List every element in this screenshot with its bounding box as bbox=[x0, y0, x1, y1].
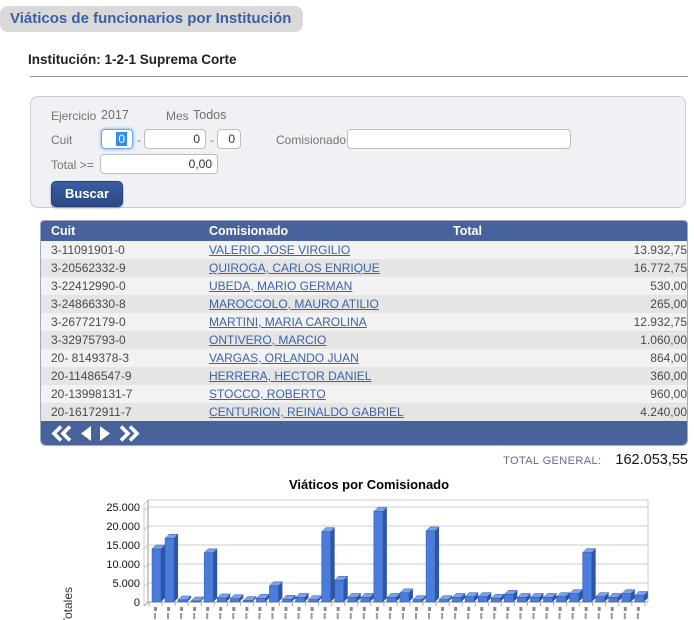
comisionado-link[interactable]: CENTURION, REINALDO GABRIEL bbox=[209, 405, 404, 419]
institution-heading: Institución: 1-2-1 Suprema Corte bbox=[28, 52, 237, 67]
comisionado-cell: MARTINI, MARIA CAROLINA bbox=[199, 313, 443, 331]
results-table: Cuit Comisionado Total 3-11091901-0 VALER… bbox=[40, 220, 688, 446]
cuit-cell: 3-11091901-0 bbox=[41, 241, 199, 259]
svg-text:25.000: 25.000 bbox=[106, 502, 140, 514]
cuit-input-3[interactable] bbox=[217, 129, 241, 149]
svg-text:15.000: 15.000 bbox=[106, 540, 140, 552]
svg-text:10.000: 10.000 bbox=[106, 559, 140, 571]
cuit-cell: 3-26772179-0 bbox=[41, 313, 199, 331]
svg-text:0: 0 bbox=[134, 597, 140, 609]
comisionado-link[interactable]: ONTIVERO, MARCIO bbox=[209, 333, 326, 347]
table-row: 3-20562332-9 QUIROGA, CARLOS ENRIQUE 16.77… bbox=[41, 259, 687, 277]
table-row: 20-13998131-7 STOCCO, ROBERTO 960,00 bbox=[41, 385, 687, 403]
first-page-button[interactable] bbox=[51, 425, 72, 442]
filter-panel: Ejercicio 2017 Mes Todos Cuit 0 - - Comi… bbox=[30, 96, 686, 208]
comisionado-label: Comisionado bbox=[276, 133, 346, 147]
viaticos-bar-chart: 0 5.000 10.000 15.000 20.000 25.000 Totales bbox=[0, 490, 694, 620]
header-total: Total bbox=[443, 221, 687, 241]
cuit-input-2[interactable] bbox=[144, 129, 206, 149]
chart-ylabel: Totales bbox=[61, 587, 75, 620]
header-cuit: Cuit bbox=[41, 221, 199, 241]
last-page-button[interactable] bbox=[119, 425, 140, 442]
mes-label: Mes bbox=[166, 109, 189, 123]
cuit-cell: 20-11486547-9 bbox=[41, 367, 199, 385]
cuit-input-1-selected-text: 0 bbox=[116, 132, 127, 146]
previous-page-button[interactable] bbox=[79, 425, 92, 442]
table-row: 3-26772179-0 MARTINI, MARIA CAROLINA 12.93… bbox=[41, 313, 687, 331]
cuit-cell: 20-16172911-7 bbox=[41, 403, 199, 421]
viaticos-page: Viáticos de funcionarios por Institución… bbox=[0, 0, 694, 620]
comisionado-cell: CENTURION, REINALDO GABRIEL bbox=[199, 403, 443, 421]
ejercicio-label: Ejercicio bbox=[51, 109, 96, 123]
comisionado-input[interactable] bbox=[347, 129, 571, 149]
total-cell: 265,00 bbox=[443, 295, 687, 313]
comisionado-cell: ONTIVERO, MARCIO bbox=[199, 331, 443, 349]
comisionado-cell: VARGAS, ORLANDO JUAN bbox=[199, 349, 443, 367]
comisionado-cell: MAROCCOLO, MAURO ATILIO bbox=[199, 295, 443, 313]
comisionado-link[interactable]: UBEDA, MARIO GERMAN bbox=[209, 279, 352, 293]
total-cell: 13.932,75 bbox=[443, 241, 687, 259]
comisionado-link[interactable]: MAROCCOLO, MAURO ATILIO bbox=[209, 297, 379, 311]
table-row: 3-22412990-0 UBEDA, MARIO GERMAN 530,00 bbox=[41, 277, 687, 295]
cuit-cell: 3-22412990-0 bbox=[41, 277, 199, 295]
mes-value[interactable]: Todos bbox=[193, 108, 226, 122]
comisionado-cell: QUIROGA, CARLOS ENRIQUE bbox=[199, 259, 443, 277]
comisionado-link[interactable]: MARTINI, MARIA CAROLINA bbox=[209, 315, 367, 329]
cuit-separator: - bbox=[137, 133, 141, 147]
cuit-separator-2: - bbox=[210, 133, 214, 147]
total-cell: 16.772,75 bbox=[443, 259, 687, 277]
total-cell: 1.060,00 bbox=[443, 331, 687, 349]
table-row: 3-24866330-8 MAROCCOLO, MAURO ATILIO 265,0… bbox=[41, 295, 687, 313]
total-cell: 4.240,00 bbox=[443, 403, 687, 421]
comisionado-cell: UBEDA, MARIO GERMAN bbox=[199, 277, 443, 295]
pagination-bar bbox=[41, 421, 687, 445]
table-row: 20-11486547-9 HERRERA, HECTOR DANIEL 360,0… bbox=[41, 367, 687, 385]
comisionado-cell: HERRERA, HECTOR DANIEL bbox=[199, 367, 443, 385]
next-page-icon bbox=[99, 425, 112, 442]
comisionado-link[interactable]: QUIROGA, CARLOS ENRIQUE bbox=[209, 261, 380, 275]
total-general-value: 162.053,55 bbox=[615, 452, 688, 468]
comisionado-link[interactable]: VARGAS, ORLANDO JUAN bbox=[209, 351, 359, 365]
total-cell: 960,00 bbox=[443, 385, 687, 403]
header-comisionado: Comisionado bbox=[199, 221, 443, 241]
svg-text:20.000: 20.000 bbox=[106, 521, 140, 533]
comisionado-cell: STOCCO, ROBERTO bbox=[199, 385, 443, 403]
total-general: TOTAL GENERAL: 162.053,55 bbox=[503, 452, 688, 468]
last-page-icon bbox=[119, 425, 140, 442]
ejercicio-value[interactable]: 2017 bbox=[101, 108, 129, 122]
comisionado-link[interactable]: HERRERA, HECTOR DANIEL bbox=[209, 369, 371, 383]
total-cell: 530,00 bbox=[443, 277, 687, 295]
previous-page-icon bbox=[79, 425, 92, 442]
cuit-cell: 20- 8149378-3 bbox=[41, 349, 199, 367]
table-row: 3-11091901-0 VALERIO JOSE VIRGILIO 13.932,… bbox=[41, 241, 687, 259]
cuit-input-1[interactable]: 0 bbox=[101, 129, 133, 149]
total-general-label: TOTAL GENERAL: bbox=[503, 455, 601, 467]
cuit-cell: 20-13998131-7 bbox=[41, 385, 199, 403]
comisionado-link[interactable]: STOCCO, ROBERTO bbox=[209, 387, 326, 401]
next-page-button[interactable] bbox=[99, 425, 112, 442]
total-cell: 360,00 bbox=[443, 367, 687, 385]
table-header-row: Cuit Comisionado Total bbox=[41, 221, 687, 241]
first-page-icon bbox=[51, 425, 72, 442]
page-title: Viáticos de funcionarios por Institución bbox=[0, 6, 303, 32]
cuit-cell: 3-32975793-0 bbox=[41, 331, 199, 349]
table-body: 3-11091901-0 VALERIO JOSE VIRGILIO 13.932,… bbox=[41, 241, 687, 421]
cuit-cell: 3-20562332-9 bbox=[41, 259, 199, 277]
table-row: 3-32975793-0 ONTIVERO, MARCIO 1.060,00 bbox=[41, 331, 687, 349]
divider bbox=[30, 76, 688, 77]
total-cell: 12.932,75 bbox=[443, 313, 687, 331]
total-filter-label: Total >= bbox=[51, 158, 94, 172]
comisionado-link[interactable]: VALERIO JOSE VIRGILIO bbox=[209, 243, 350, 257]
buscar-button[interactable]: Buscar bbox=[51, 181, 123, 207]
cuit-cell: 3-24866330-8 bbox=[41, 295, 199, 313]
svg-text:5.000: 5.000 bbox=[112, 578, 140, 590]
total-filter-input[interactable] bbox=[100, 154, 218, 174]
cuit-label: Cuit bbox=[51, 133, 72, 147]
table-row: 20- 8149378-3 VARGAS, ORLANDO JUAN 864,00 bbox=[41, 349, 687, 367]
total-cell: 864,00 bbox=[443, 349, 687, 367]
table-row: 20-16172911-7 CENTURION, REINALDO GABRIEL… bbox=[41, 403, 687, 421]
comisionado-cell: VALERIO JOSE VIRGILIO bbox=[199, 241, 443, 259]
